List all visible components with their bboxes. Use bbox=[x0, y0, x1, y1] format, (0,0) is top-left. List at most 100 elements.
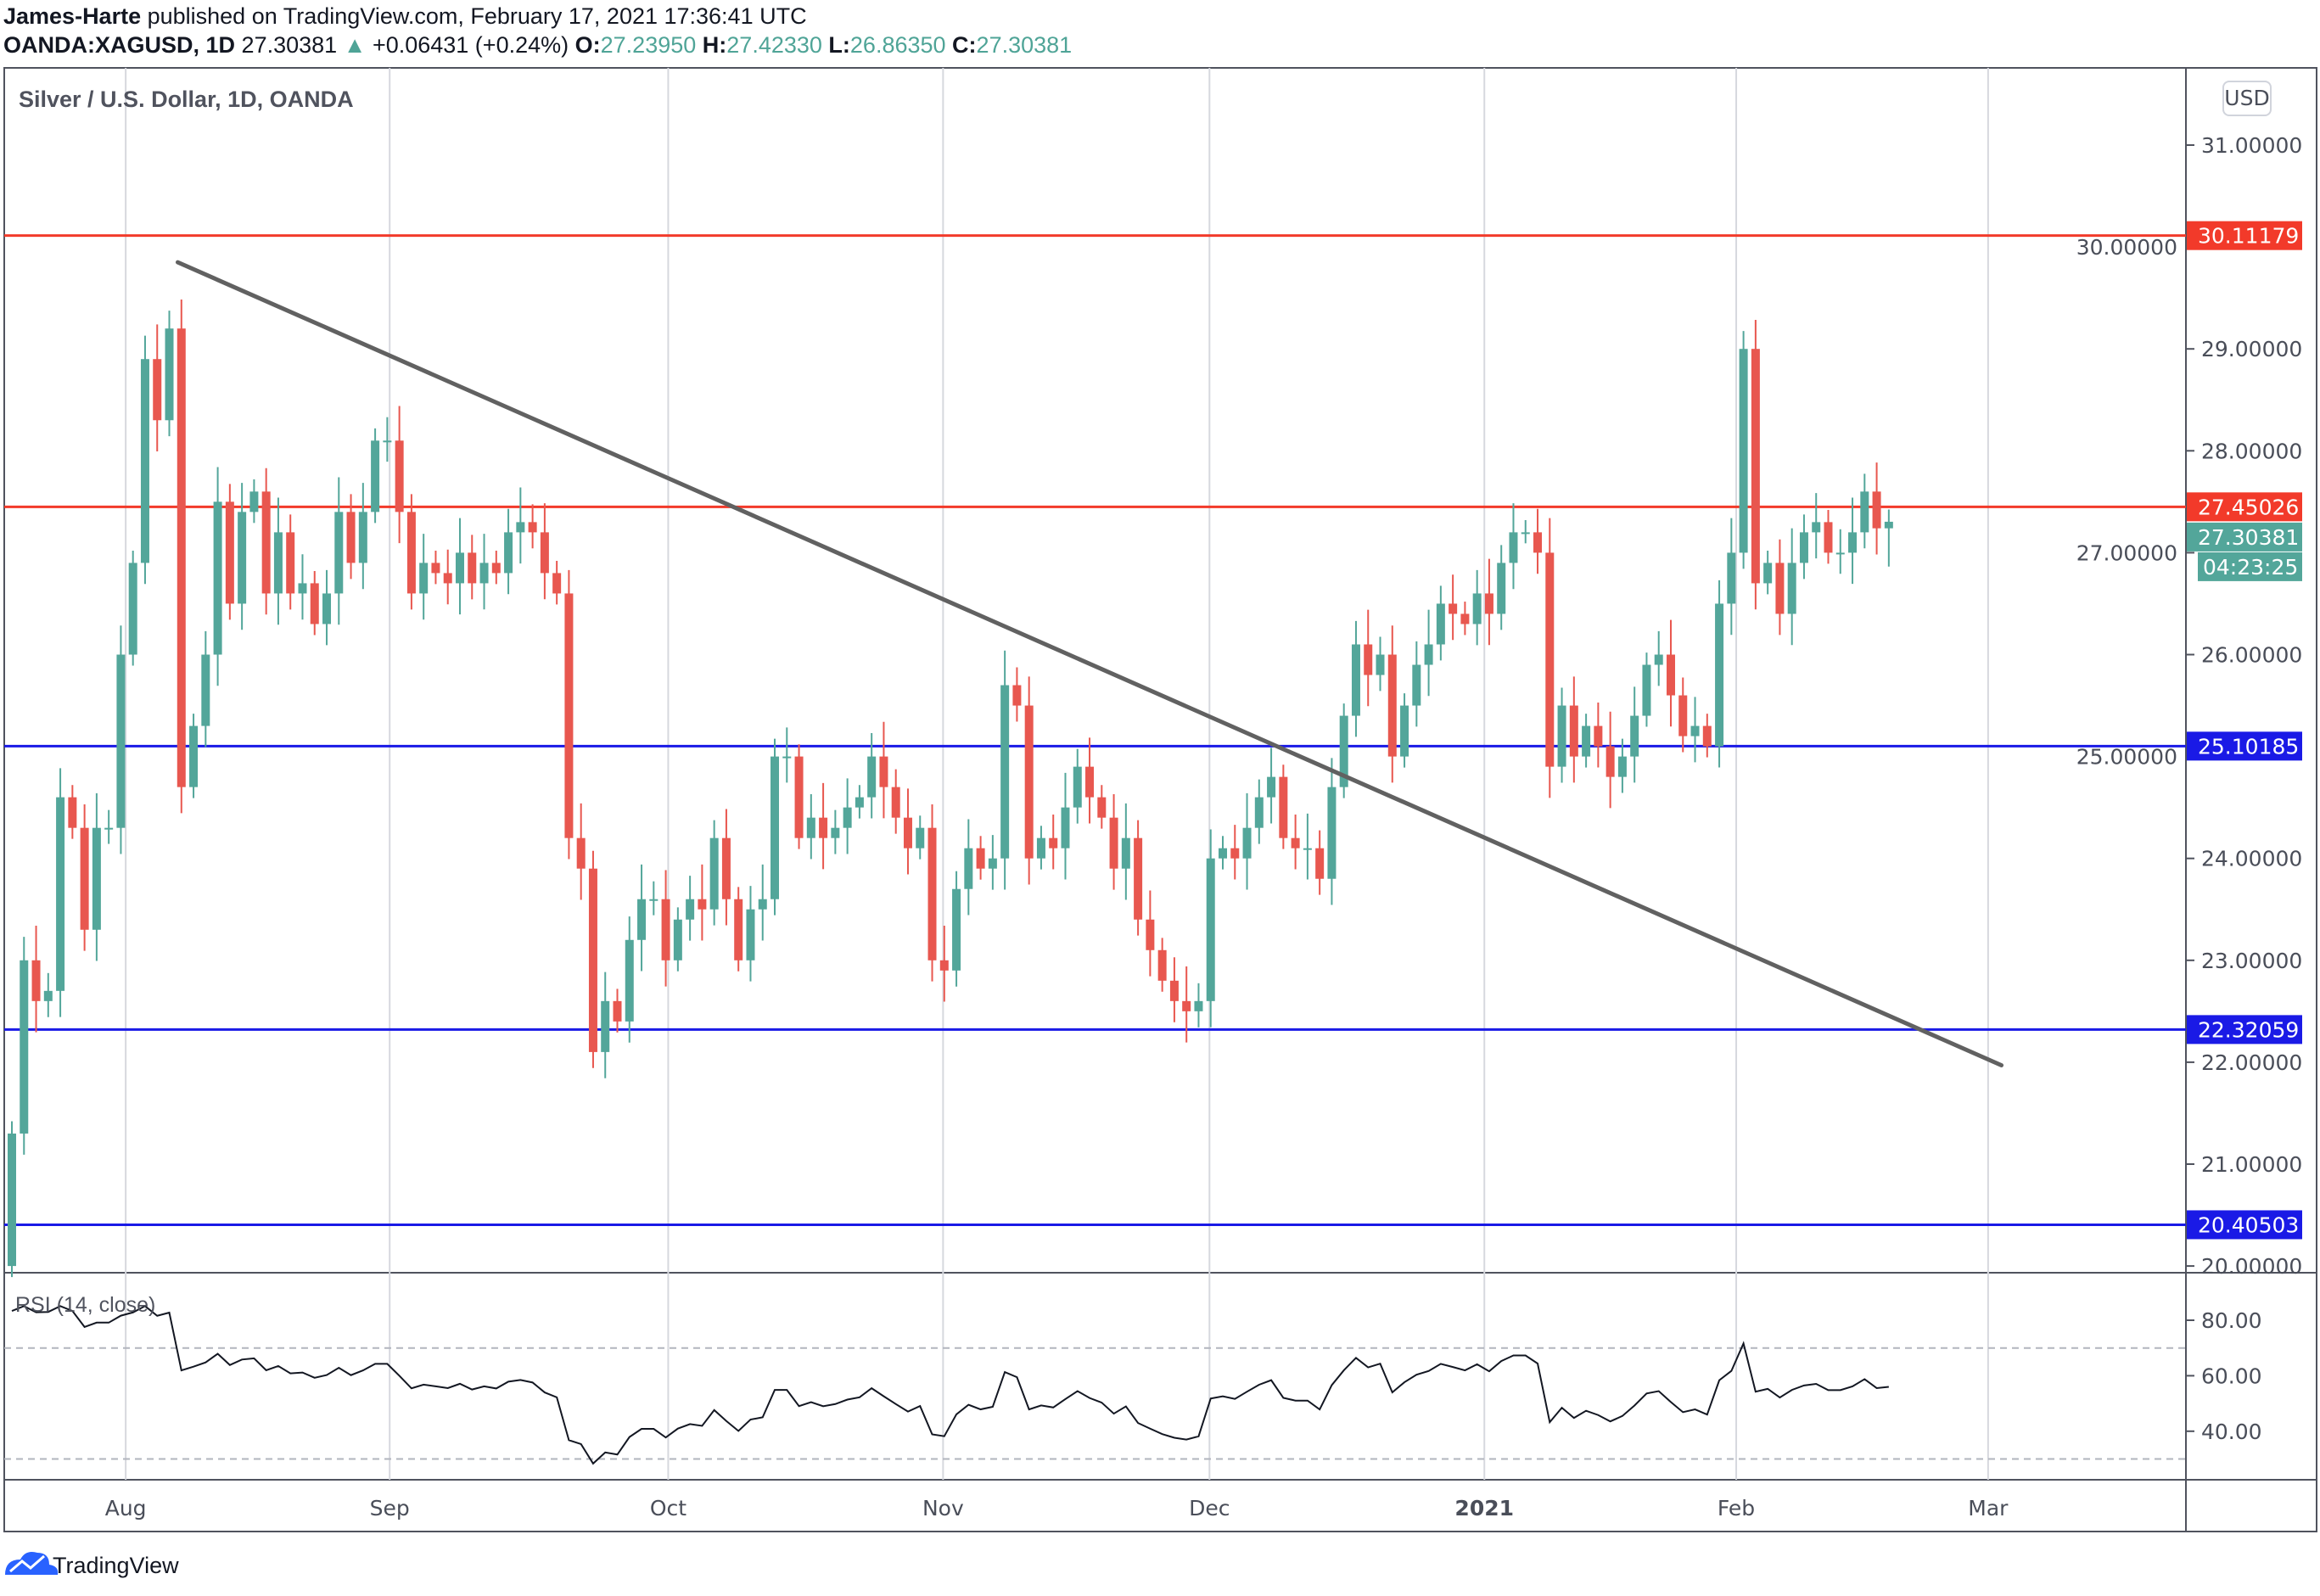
candle-up bbox=[1860, 491, 1869, 533]
chart-title: Silver / U.S. Dollar, 1D, OANDA bbox=[19, 87, 354, 112]
candle-down bbox=[1594, 725, 1603, 747]
candle-up bbox=[916, 827, 925, 848]
candle-up bbox=[709, 837, 719, 910]
candle-down bbox=[1279, 776, 1288, 838]
candle-down bbox=[1751, 349, 1760, 584]
candle-up bbox=[1000, 685, 1010, 859]
candle-up bbox=[988, 858, 997, 869]
candle-up bbox=[1194, 1000, 1203, 1011]
candle-down bbox=[552, 573, 562, 594]
author[interactable]: James-Harte bbox=[3, 3, 141, 29]
rsi-title: RSI (14, close) bbox=[15, 1293, 155, 1317]
currency-button[interactable] bbox=[2222, 81, 2272, 116]
price-axis[interactable]: 31.00000 30.00000 29.00000 28.00000 27.00000… bbox=[2076, 133, 2303, 1279]
candle-down bbox=[1484, 593, 1493, 614]
candle-up bbox=[1254, 797, 1264, 828]
candle-up bbox=[189, 725, 199, 787]
time-tick-label: Dec bbox=[1189, 1496, 1230, 1520]
candle-down bbox=[1545, 552, 1555, 767]
price-tick-label: 28.00000 bbox=[2201, 439, 2302, 463]
candle-up bbox=[1654, 654, 1663, 665]
time-tick-label: Nov bbox=[922, 1496, 964, 1520]
level-price-label: 30.11179 bbox=[2198, 224, 2299, 249]
candle-down bbox=[286, 532, 295, 594]
time-tick-label: Aug bbox=[105, 1496, 147, 1520]
candle-up bbox=[504, 532, 513, 574]
rsi-pane: 80.00 60.00 40.00 bbox=[4, 1305, 2262, 1465]
tradingview-logo[interactable]: TradingView bbox=[5, 1552, 179, 1578]
candle-down bbox=[395, 440, 404, 512]
candle-up bbox=[843, 807, 852, 828]
candles bbox=[8, 299, 1893, 1278]
open-label: O: bbox=[575, 32, 601, 58]
candle-up bbox=[8, 1133, 16, 1267]
candle-up bbox=[140, 359, 149, 563]
candle-up bbox=[1787, 563, 1796, 614]
candle-up bbox=[831, 827, 840, 838]
price-change: +0.06431 (+0.24%) bbox=[373, 32, 569, 58]
countdown-label-bg bbox=[2198, 552, 2302, 581]
candle-down bbox=[564, 593, 574, 838]
price-tick-label: 23.00000 bbox=[2201, 949, 2302, 973]
candle-up bbox=[165, 328, 174, 421]
candle-down bbox=[225, 501, 234, 604]
price-tick-label: 31.00000 bbox=[2201, 133, 2302, 158]
level-price-label: 22.32059 bbox=[2198, 1017, 2299, 1042]
candle-down bbox=[891, 787, 900, 818]
candle-up bbox=[758, 899, 767, 910]
trendline-group bbox=[175, 260, 2004, 1068]
candle-up bbox=[371, 440, 380, 512]
candle-down bbox=[1024, 705, 1034, 859]
candle-up bbox=[92, 827, 101, 930]
candle-down bbox=[1775, 563, 1785, 614]
cloud-logo-icon bbox=[5, 1552, 59, 1575]
logo-chart-icon bbox=[9, 1554, 45, 1573]
candle-up bbox=[238, 512, 247, 604]
candle-down bbox=[1460, 613, 1470, 624]
level-price-label: 27.45026 bbox=[2198, 495, 2299, 519]
price-tick-label: 25.00000 bbox=[2076, 745, 2177, 770]
level-price-label: 20.40503 bbox=[2198, 1212, 2299, 1237]
candle-up bbox=[1739, 349, 1748, 553]
candle-down bbox=[939, 960, 949, 971]
candle-down bbox=[1533, 532, 1543, 553]
price-labels: 30.11179 27.45026 25.10185 22.32059 20.40503… bbox=[2187, 221, 2302, 1240]
low-label: L: bbox=[828, 32, 849, 58]
candle-up bbox=[1061, 807, 1070, 848]
candle-up bbox=[298, 583, 307, 594]
candle-up bbox=[1327, 787, 1337, 879]
time-tick-label: 2021 bbox=[1454, 1496, 1514, 1520]
candle-down bbox=[1097, 797, 1107, 818]
candle-up bbox=[1424, 644, 1433, 665]
last-price-label: 27.30381 bbox=[2198, 525, 2299, 550]
candle-down bbox=[1012, 685, 1022, 706]
candle-up bbox=[952, 888, 961, 971]
candle-up bbox=[1884, 521, 1893, 529]
candle-up bbox=[128, 563, 137, 655]
candle-up bbox=[516, 522, 525, 533]
time-axis[interactable]: Aug Sep Oct Nov Dec 2021 Feb Mar bbox=[105, 1496, 2009, 1520]
candle-up bbox=[1582, 725, 1591, 757]
chart-frame bbox=[3, 67, 2317, 1532]
candle-up bbox=[1400, 705, 1409, 757]
candle-up bbox=[1848, 532, 1858, 553]
candle-up bbox=[455, 552, 464, 584]
trendline[interactable] bbox=[175, 260, 2004, 1068]
candle-up bbox=[1472, 593, 1482, 624]
candle-down bbox=[903, 817, 912, 848]
candle-down bbox=[528, 522, 537, 533]
symbol: OANDA:XAGUSD, 1D bbox=[3, 32, 235, 58]
candle-down bbox=[661, 899, 670, 960]
candle-up bbox=[1642, 664, 1651, 716]
high-value: 27.42330 bbox=[726, 32, 822, 58]
price-tick-label: 20.00000 bbox=[2201, 1254, 2302, 1279]
candle-up bbox=[358, 512, 367, 563]
time-tick-label: Oct bbox=[650, 1496, 686, 1520]
price-tick-label: 30.00000 bbox=[2076, 235, 2177, 260]
price-tick-label: 26.00000 bbox=[2201, 643, 2302, 668]
candle-up bbox=[1763, 563, 1773, 584]
close-value: 27.30381 bbox=[977, 32, 1073, 58]
candle-down bbox=[540, 532, 549, 574]
candle-down bbox=[1230, 848, 1240, 859]
